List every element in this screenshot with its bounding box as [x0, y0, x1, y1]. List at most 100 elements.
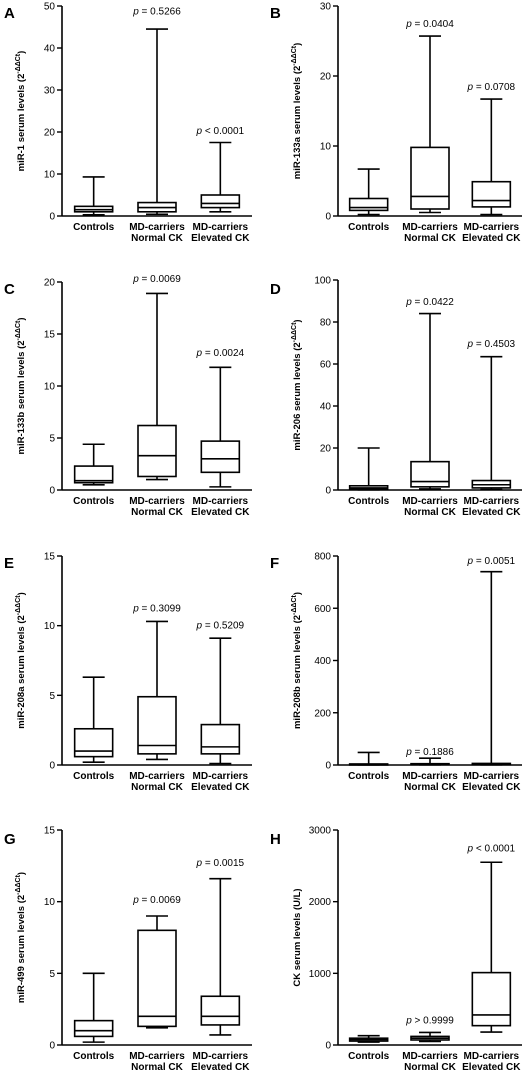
panel-e: E 0 5 10 15 miR-208a serum levels (2-ΔΔCt) Con… [4, 552, 252, 793]
y-tick-label: 10 [320, 142, 332, 153]
iqr-box [73, 1019, 114, 1038]
y-axis-label: miR-206 serum levels (2-ΔΔCt) [291, 319, 303, 450]
p-value-label: p = 0.5209 [196, 620, 245, 631]
category-label: Normal CK [404, 507, 456, 518]
iqr-box [410, 146, 450, 210]
category-label: Controls [73, 771, 115, 782]
y-tick-label: 20 [44, 128, 56, 139]
category-label: Normal CK [131, 1062, 183, 1073]
y-tick-label: 0 [325, 486, 331, 497]
p-value-label: p = 0.0708 [467, 82, 516, 93]
box-3 [471, 861, 512, 1033]
p-value-text: = 0.0051 [473, 556, 515, 567]
y-tick-label: 30 [320, 2, 332, 13]
y-tick-label: 5 [49, 969, 55, 980]
y-axis-label: miR-499 serum levels (2-ΔΔCt) [15, 872, 27, 1003]
category-label: MD-carriers [402, 771, 458, 782]
p-value-label: p = 0.0404 [405, 19, 454, 30]
p-symbol: p [467, 82, 474, 93]
p-symbol: p [467, 844, 474, 855]
y-tick-label: 1000 [309, 969, 332, 980]
y-axis-label-superscript: -ΔΔCt [291, 322, 298, 342]
category-label: MD-carriers [193, 1051, 249, 1062]
panel-letter: B [270, 5, 281, 22]
y-tick-label: 10 [44, 621, 56, 632]
y-axis-label: miR-133a serum levels (2-ΔΔCt) [291, 43, 303, 180]
y-tick-label: 0 [49, 212, 55, 223]
p-symbol: p [196, 348, 203, 359]
y-axis-label-text: miR-133a serum levels (2 [292, 66, 303, 180]
iqr-box [137, 695, 177, 755]
p-value-label: p = 0.1886 [405, 747, 454, 758]
category-label: MD-carriers [129, 496, 185, 507]
p-value-text: < 0.0001 [473, 844, 515, 855]
box-1 [348, 447, 389, 491]
y-tick-label: 800 [314, 552, 331, 563]
y-axis-label: CK serum levels (U/L) [292, 888, 303, 986]
y-tick-label: 5 [49, 691, 55, 702]
y-tick-label: 40 [320, 402, 332, 413]
p-symbol: p [132, 6, 139, 17]
panel-letter: E [4, 555, 14, 572]
box-2 [410, 35, 450, 214]
p-symbol: p [196, 620, 203, 631]
y-tick-label: 0 [49, 486, 55, 497]
box-3 [471, 570, 512, 766]
category-label: Controls [348, 771, 390, 782]
category-label: Normal CK [131, 233, 183, 244]
category-label: Elevated CK [191, 507, 250, 518]
panel-h: H 0 1000 2000 3000 CK serum levels (U/L) Contr… [270, 826, 522, 1073]
p-value-text: = 0.0404 [412, 19, 454, 30]
box-3 [471, 355, 512, 491]
box-1 [348, 1034, 389, 1043]
p-value-label: p < 0.0001 [196, 126, 245, 137]
iqr-box [471, 971, 512, 1027]
y-axis-label: miR-1 serum levels (2-ΔΔCt) [15, 51, 27, 172]
y-tick-label: 0 [325, 212, 331, 223]
y-axis-label-end: ) [16, 317, 27, 320]
category-label: Controls [73, 496, 115, 507]
y-tick-label: 60 [320, 360, 332, 371]
box-1 [73, 972, 114, 1043]
p-value-text: = 0.5209 [202, 620, 244, 631]
iqr-box [410, 460, 450, 488]
y-axis-label-superscript: -ΔΔCt [15, 320, 22, 340]
p-value-label: p > 0.9999 [405, 1016, 454, 1027]
category-label: MD-carriers [193, 496, 249, 507]
category-label: MD-carriers [129, 222, 185, 233]
panel-letter: F [270, 555, 279, 572]
y-tick-label: 15 [44, 826, 56, 837]
panel-a: A 0 10 20 30 40 50 miR-1 serum levels (2-ΔΔCt) C… [4, 2, 252, 244]
p-symbol: p [132, 895, 139, 906]
p-value-text: = 0.0069 [139, 274, 181, 285]
box-3 [200, 141, 241, 213]
category-label: Controls [348, 1051, 390, 1062]
p-value-text: = 0.0708 [473, 82, 515, 93]
y-axis-label-text: miR-1 serum levels (2 [16, 74, 27, 172]
y-axis-label-text: miR-208a serum levels (2 [16, 615, 27, 729]
box-1 [73, 676, 114, 764]
category-label: Elevated CK [191, 233, 250, 244]
iqr-box [200, 194, 241, 209]
panel-b: B 0 10 20 30 miR-133a serum levels (2-ΔΔCt) Co… [270, 2, 522, 244]
panel-letter: G [4, 831, 16, 848]
y-axis-label: miR-208a serum levels (2-ΔΔCt) [15, 592, 27, 729]
p-symbol: p [467, 556, 474, 567]
panel-letter: D [270, 281, 281, 298]
y-axis-label-superscript: -ΔΔCt [15, 595, 22, 615]
category-label: Controls [348, 496, 390, 507]
y-tick-label: 30 [44, 86, 56, 97]
p-value-text: = 0.4503 [473, 339, 515, 350]
p-value-text: = 0.0015 [202, 858, 244, 869]
box-2 [137, 292, 177, 481]
iqr-box [200, 440, 241, 474]
category-label: Controls [73, 222, 115, 233]
y-tick-label: 10 [44, 382, 56, 393]
category-label: Controls [348, 222, 390, 233]
category-label: MD-carriers [129, 1051, 185, 1062]
p-value-label: p = 0.3099 [132, 604, 181, 615]
y-tick-label: 80 [320, 318, 332, 329]
p-value-label: p = 0.0422 [405, 297, 454, 308]
category-label: Normal CK [404, 782, 456, 793]
